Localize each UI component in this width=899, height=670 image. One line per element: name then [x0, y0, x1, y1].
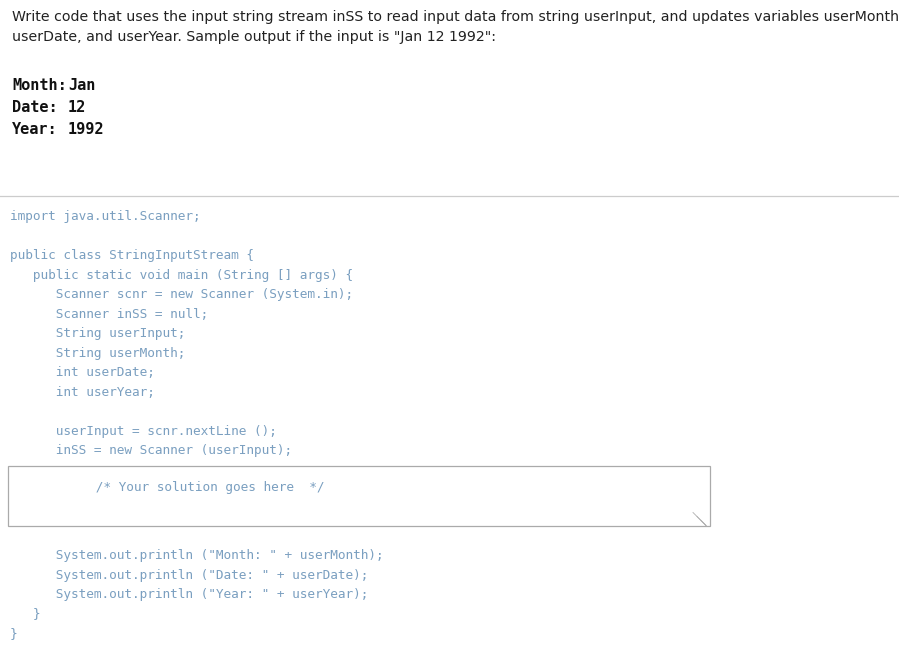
- Text: System.out.println ("Date: " + userDate);: System.out.println ("Date: " + userDate)…: [10, 569, 369, 582]
- Text: Scanner scnr = new Scanner (System.in);: Scanner scnr = new Scanner (System.in);: [10, 288, 353, 301]
- Text: userInput = scnr.nextLine ();: userInput = scnr.nextLine ();: [10, 425, 277, 438]
- Text: Scanner inSS = null;: Scanner inSS = null;: [10, 308, 209, 320]
- Text: public class StringInputStream {: public class StringInputStream {: [10, 249, 254, 262]
- Text: 12: 12: [68, 100, 86, 115]
- Text: }: }: [10, 608, 40, 620]
- Text: Jan: Jan: [68, 78, 95, 93]
- Text: int userYear;: int userYear;: [10, 385, 155, 399]
- Text: inSS = new Scanner (userInput);: inSS = new Scanner (userInput);: [10, 444, 292, 457]
- Text: String userInput;: String userInput;: [10, 327, 185, 340]
- Text: /* Your solution goes here  */: /* Your solution goes here */: [50, 482, 325, 494]
- Text: Month:: Month:: [12, 78, 67, 93]
- Text: Year:: Year:: [12, 122, 58, 137]
- Text: import java.util.Scanner;: import java.util.Scanner;: [10, 210, 200, 223]
- Text: }: }: [10, 627, 18, 640]
- Text: Date:: Date:: [12, 100, 58, 115]
- Bar: [8, 466, 710, 525]
- Text: 1992: 1992: [68, 122, 104, 137]
- Text: System.out.println ("Year: " + userYear);: System.out.println ("Year: " + userYear)…: [10, 588, 369, 601]
- Text: String userMonth;: String userMonth;: [10, 346, 185, 360]
- Text: Write code that uses the input string stream inSS to read input data from string: Write code that uses the input string st…: [12, 10, 899, 44]
- Text: int userDate;: int userDate;: [10, 366, 155, 379]
- Text: System.out.println ("Month: " + userMonth);: System.out.println ("Month: " + userMont…: [10, 549, 384, 562]
- Text: public static void main (String [] args) {: public static void main (String [] args)…: [10, 269, 353, 281]
